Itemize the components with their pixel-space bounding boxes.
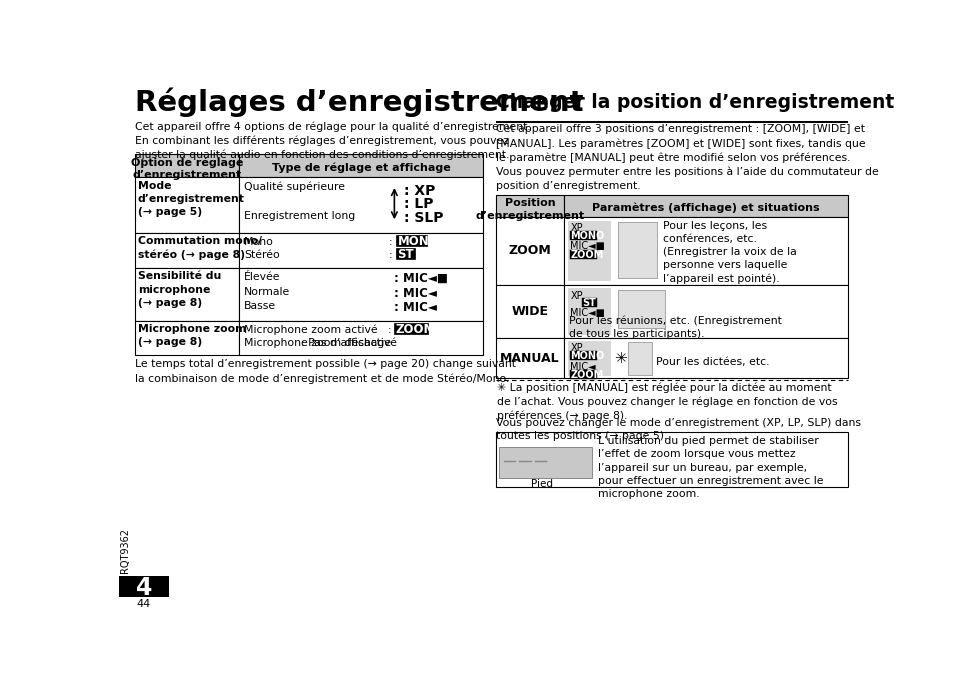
Text: Changer la position d’enregistrement: Changer la position d’enregistrement: [496, 93, 893, 112]
Bar: [394, 323, 428, 334]
Text: MONO: MONO: [570, 231, 604, 240]
Text: WIDE: WIDE: [511, 305, 548, 318]
Bar: [496, 217, 563, 284]
Bar: [569, 231, 596, 240]
Text: Enregistrement long: Enregistrement long: [244, 211, 355, 221]
Text: Basse: Basse: [244, 301, 275, 311]
Text: : XP: : XP: [403, 183, 435, 198]
Bar: [239, 268, 483, 321]
Text: ST: ST: [582, 299, 596, 309]
Text: XP: XP: [570, 290, 582, 301]
Text: Microphone zoom activé: Microphone zoom activé: [244, 324, 377, 335]
Bar: [119, 575, 169, 597]
Bar: [134, 268, 239, 321]
Bar: [496, 338, 563, 378]
Text: Microphone zoom désactivé: Microphone zoom désactivé: [244, 338, 396, 348]
Text: Stéréo: Stéréo: [244, 250, 279, 260]
Text: Vous pouvez changer le mode d’enregistrement (XP, LP, SLP) dans
toutes les posit: Vous pouvez changer le mode d’enregistre…: [496, 418, 860, 441]
Bar: [627, 343, 652, 374]
Text: 4: 4: [135, 576, 152, 600]
Bar: [239, 154, 483, 177]
Text: Commutation mono/
stéréo (→ page 8): Commutation mono/ stéréo (→ page 8): [137, 236, 261, 260]
Text: Pied: Pied: [531, 479, 553, 489]
Text: Sensibilité du
microphone
(→ page 8): Sensibilité du microphone (→ page 8): [137, 271, 221, 308]
Bar: [496, 284, 563, 338]
Bar: [563, 195, 847, 217]
Text: ZOOM: ZOOM: [395, 323, 436, 336]
Text: ST: ST: [397, 248, 414, 261]
Text: Type de réglage et affichage: Type de réglage et affichage: [272, 162, 451, 173]
Text: MANUAL: MANUAL: [499, 352, 559, 365]
Text: Pour les réunions, etc. (Enregistrement
de tous les participants).: Pour les réunions, etc. (Enregistrement …: [568, 315, 781, 339]
Bar: [134, 321, 239, 355]
Bar: [496, 121, 847, 123]
Text: : Pas d’affichage: : Pas d’affichage: [301, 338, 391, 348]
Bar: [239, 177, 483, 233]
Bar: [239, 321, 483, 355]
Bar: [395, 248, 415, 259]
Text: :: :: [389, 250, 393, 260]
Text: Le temps total d’enregistrement possible (→ page 20) change suivant
la combinais: Le temps total d’enregistrement possible…: [134, 359, 516, 384]
Text: Position
d’enregistrement: Position d’enregistrement: [475, 198, 584, 221]
Bar: [618, 290, 664, 328]
Bar: [569, 250, 596, 259]
Bar: [496, 432, 847, 487]
Text: :: :: [387, 324, 391, 334]
Text: Normale: Normale: [244, 287, 290, 297]
Bar: [498, 447, 592, 478]
Text: MIC◄■: MIC◄■: [570, 309, 604, 318]
Text: ✳: ✳: [614, 351, 626, 366]
Text: Cet appareil offre 3 positions d’enregistrement : [ZOOM], [WIDE] et
[MANUAL]. Le: Cet appareil offre 3 positions d’enregis…: [496, 125, 878, 191]
Text: Élevée: Élevée: [244, 272, 280, 282]
Bar: [134, 233, 239, 268]
Text: Qualité supérieure: Qualité supérieure: [244, 181, 345, 192]
Bar: [563, 338, 847, 378]
Bar: [567, 341, 610, 376]
Text: ZOOM: ZOOM: [570, 250, 603, 260]
Text: :: :: [389, 237, 393, 247]
Bar: [239, 233, 483, 268]
Text: Mono: Mono: [244, 237, 274, 247]
Text: XP: XP: [570, 343, 582, 353]
Bar: [563, 217, 847, 284]
Bar: [567, 288, 610, 334]
Text: : SLP: : SLP: [403, 211, 443, 225]
Bar: [581, 299, 597, 307]
Bar: [567, 221, 610, 281]
Text: Mode
d’enregistrement
(→ page 5): Mode d’enregistrement (→ page 5): [137, 181, 245, 217]
Text: L’utilisation du pied permet de stabiliser
l’effet de zoom lorsque vous mettez
l: L’utilisation du pied permet de stabilis…: [598, 436, 822, 499]
Text: Pour les dictées, etc.: Pour les dictées, etc.: [655, 357, 768, 366]
Bar: [134, 177, 239, 233]
Text: Cet appareil offre 4 options de réglage pour la qualité d’enregistrement.
En com: Cet appareil offre 4 options de réglage …: [134, 121, 530, 160]
Text: Pour les leçons, les
conférences, etc.
(Enregistrer la voix de la
personne vers : Pour les leçons, les conférences, etc. (…: [662, 221, 796, 284]
Text: ZOOM: ZOOM: [570, 370, 603, 380]
Text: ZOOM: ZOOM: [508, 244, 551, 257]
Text: : MIC◄: : MIC◄: [394, 287, 436, 300]
Bar: [569, 351, 596, 360]
Bar: [563, 284, 847, 338]
Text: : LP: : LP: [403, 197, 433, 211]
Bar: [395, 235, 427, 246]
Bar: [496, 195, 563, 217]
Text: 44: 44: [137, 598, 151, 609]
Text: RQT9362: RQT9362: [120, 528, 131, 573]
Text: Option de réglage
d’enregistrement: Option de réglage d’enregistrement: [131, 158, 243, 180]
Text: MIC◄■: MIC◄■: [570, 242, 604, 251]
Bar: [134, 154, 239, 177]
Text: XP: XP: [570, 223, 582, 233]
Text: Réglages d’enregistrement: Réglages d’enregistrement: [134, 87, 582, 117]
Text: MIC◄: MIC◄: [570, 362, 596, 372]
Text: : MIC◄■: : MIC◄■: [394, 272, 448, 285]
Text: MONO: MONO: [570, 351, 604, 361]
Text: MONO: MONO: [397, 235, 438, 248]
Bar: [569, 370, 596, 379]
Text: ✳ La position [MANUAL] est réglée pour la dictée au moment
de l’achat. Vous pouv: ✳ La position [MANUAL] est réglée pour l…: [497, 383, 837, 420]
Text: Microphone zoom
(→ page 8): Microphone zoom (→ page 8): [137, 324, 246, 347]
Text: Paramètres (affichage) et situations: Paramètres (affichage) et situations: [592, 203, 819, 213]
Bar: [618, 222, 657, 278]
Text: : MIC◄: : MIC◄: [394, 301, 436, 314]
